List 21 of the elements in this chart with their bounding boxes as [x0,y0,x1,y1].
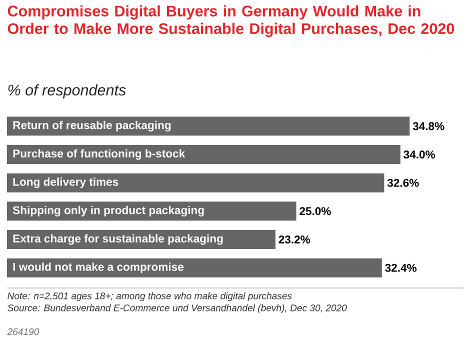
data-label: 25.0% [300,207,331,216]
data-label: 23.2% [278,236,310,244]
text: Note: n=2,501 ages 18+; among those who make digital purchases [8,292,292,302]
bar [7,258,382,278]
data-label: 32.4% [385,264,417,272]
bar [7,145,400,164]
bar [7,173,384,192]
y-tick-label: Extra charge for sustainable packaging [13,234,223,245]
y-tick-label: Purchase of functioning b-stock [13,149,186,160]
data-label: 34.8% [412,122,444,130]
text: 264190 [7,328,40,336]
chart-title: Compromises Digital Buyers in Germany Would Make in Order to Make More Sustainable Digital Purchases, Dec 2020 [8,5,454,38]
y-tick-label: Long delivery times [13,178,118,188]
y-tick-label: Shipping only in product packaging [12,206,204,216]
y-tick-label: I would not make a compromise [13,262,184,274]
data-label: 34.0% [404,150,436,159]
bar [7,116,410,136]
chart-subtitle: % of respondents [8,84,126,98]
data-label: 32.6% [387,178,419,187]
y-tick-label: Return of reusable packaging [13,120,171,132]
source-note: Source: Bundesverband E-Commerce und Versandhandel (bevh), Dec 30, 2020 [8,304,347,314]
